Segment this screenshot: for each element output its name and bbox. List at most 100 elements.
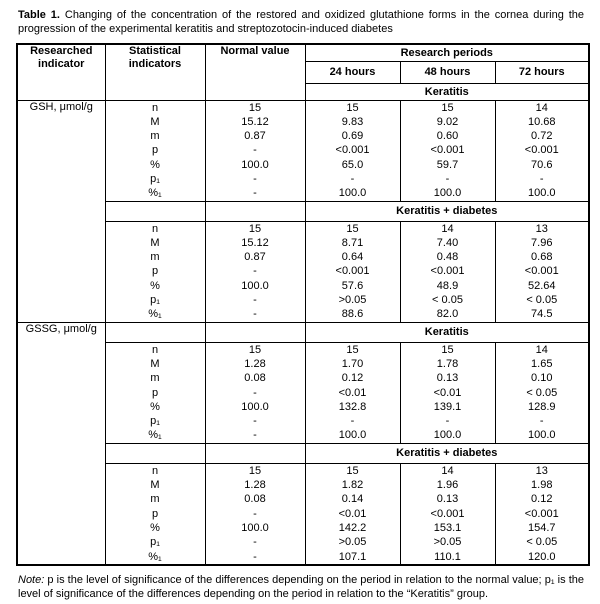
- header-row-periods: Researched indicator Statistical indicat…: [16, 43, 590, 101]
- cell-value: 100.0: [338, 187, 367, 200]
- normal-values-cell: 15 1.28 0.08-100.0- -: [204, 462, 306, 566]
- cell-value: %: [150, 521, 160, 534]
- cell-value: <0.001: [524, 144, 559, 157]
- cell-value: 128.9: [528, 400, 556, 413]
- cell-value: -: [445, 172, 450, 185]
- empty-cell: [204, 200, 306, 222]
- cell-value: 65.0: [341, 158, 364, 171]
- cell-value: 48.9: [436, 279, 459, 292]
- cell-value: 0.12: [531, 493, 553, 506]
- cell-value: >0.05: [338, 294, 367, 307]
- cell-value: 74.5: [531, 308, 553, 321]
- cell-value: 7.40: [436, 236, 459, 249]
- empty-cell: [104, 200, 206, 222]
- cell-value: 0.87: [244, 251, 266, 264]
- cell-value: 15: [346, 464, 359, 477]
- cell-value: M: [150, 357, 160, 370]
- cell-value: 1.28: [244, 357, 266, 370]
- cell-value: < 0.05: [526, 536, 558, 549]
- cell-value: p₁: [150, 415, 160, 428]
- cell-value: n: [151, 101, 159, 114]
- indicator-cell-gssg: GSSG, μmol/g: [16, 321, 106, 566]
- cell-value: %₁: [148, 308, 162, 321]
- values-48h-cell: 14 1.96 0.13 <0.001 153.1 >0.05 110.1: [399, 462, 496, 566]
- cell-value: 1.65: [531, 357, 553, 370]
- cell-value: <0.01: [338, 507, 367, 520]
- cell-value: M: [150, 236, 160, 249]
- cell-value: 1.82: [341, 479, 364, 492]
- cell-value: 9.02: [436, 115, 459, 128]
- values-48h-cell: 14 7.40 0.48 <0.001 48.9 < 0.05 82.0: [399, 220, 496, 323]
- cell-value: 0.64: [341, 251, 364, 264]
- cell-value: 15: [248, 464, 262, 477]
- cell-value: 82.0: [436, 308, 459, 321]
- cell-value: m: [150, 251, 160, 264]
- cell-value: 132.8: [338, 400, 367, 413]
- cell-value: 100.0: [433, 429, 462, 442]
- cell-value: p₁: [150, 536, 160, 549]
- cell-value: 15: [346, 343, 359, 356]
- cell-value: 0.68: [531, 251, 553, 264]
- cell-value: 0.13: [436, 372, 459, 385]
- cell-value: 1.98: [531, 479, 553, 492]
- cell-value: 59.7: [436, 158, 459, 171]
- cell-value: 139.1: [433, 400, 462, 413]
- cell-value: m: [150, 493, 160, 506]
- cell-value: %₁: [148, 429, 162, 442]
- cell-value: p₁: [150, 172, 160, 185]
- cell-value: 15: [346, 222, 359, 235]
- cell-value: -: [253, 308, 257, 321]
- cell-value: 107.1: [338, 550, 367, 563]
- normal-values-cell: 15 15.12 0.87-100.0- -: [204, 99, 306, 202]
- caption-label: Table 1.: [18, 9, 60, 21]
- cell-value: 120.0: [528, 550, 556, 563]
- cell-value: <0.001: [335, 144, 370, 157]
- note-label: Note:: [18, 573, 45, 586]
- cell-value: -: [253, 507, 257, 520]
- cell-value: 100.0: [338, 429, 367, 442]
- cell-value: 8.71: [341, 236, 364, 249]
- cell-value: 88.6: [341, 308, 364, 321]
- cell-value: 15: [441, 343, 454, 356]
- values-24h-cell: 15 9.83 0.69 <0.001 65.0- 100.0: [304, 99, 401, 202]
- cell-value: p₁: [150, 294, 160, 307]
- cell-value: -: [253, 429, 257, 442]
- cell-value: 15: [346, 101, 359, 114]
- cell-value: 14: [441, 464, 454, 477]
- values-24h-cell: 15 1.70 0.12 <0.01 132.8 -100.0: [304, 341, 401, 444]
- cell-value: n: [151, 464, 159, 477]
- cell-value: 1.78: [436, 357, 459, 370]
- cell-value: 100.0: [241, 279, 269, 292]
- empty-cell: [204, 442, 306, 464]
- cell-value: 15: [248, 343, 262, 356]
- group-header-row-gssg-keratitis: GSSG, μmol/g Keratitis: [16, 321, 590, 566]
- header-researched-indicator: Researched indicator: [16, 43, 106, 101]
- empty-cell: [104, 442, 206, 464]
- cell-value: < 0.05: [432, 294, 463, 307]
- cell-value: m: [150, 372, 160, 385]
- cell-value: 70.6: [531, 158, 553, 171]
- header-48-hours: 48 hours: [399, 60, 496, 84]
- values-24h-cell: 15 1.82 0.14 <0.01 142.2 >0.05 107.1: [304, 462, 401, 566]
- values-24h-cell: 15 8.71 0.64 <0.001 57.6 >0.05 88.6: [304, 220, 401, 323]
- group-header-keratitis-diabetes: Keratitis + diabetes: [304, 200, 590, 222]
- cell-value: 7.96: [531, 236, 553, 249]
- data-table: Researched indicator Statistical indicat…: [16, 43, 591, 566]
- cell-value: -: [253, 144, 257, 157]
- header-statistical-indicators: Statistical indicators: [104, 43, 206, 101]
- cell-value: %: [150, 279, 160, 292]
- cell-value: p: [151, 507, 159, 520]
- cell-value: -: [539, 415, 544, 428]
- cell-value: -: [253, 415, 257, 428]
- cell-value: 1.28: [244, 479, 266, 492]
- cell-value: M: [150, 115, 160, 128]
- cell-value: p: [151, 144, 159, 157]
- cell-value: 0.08: [244, 493, 266, 506]
- cell-value: %: [150, 158, 160, 171]
- cell-value: 0.60: [436, 130, 459, 143]
- cell-value: <0.001: [335, 265, 370, 278]
- cell-value: 15: [441, 101, 454, 114]
